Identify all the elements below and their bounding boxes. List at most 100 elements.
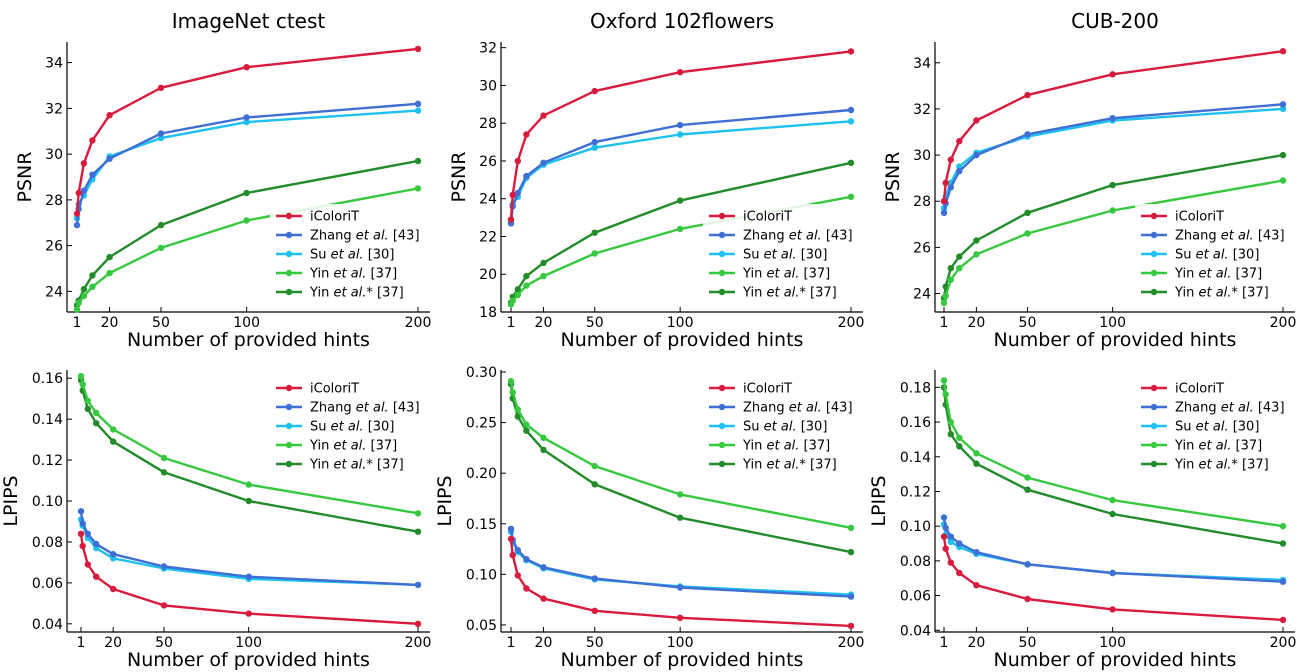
data-point-Zhang bbox=[1109, 115, 1116, 122]
x-tick-label: 200 bbox=[838, 315, 865, 331]
data-point-Yin bbox=[523, 282, 530, 289]
data-point-Yin bbox=[676, 225, 684, 233]
data-point-Yin bbox=[523, 421, 530, 428]
data-point-Yin bbox=[847, 524, 855, 531]
x-axis-label: Number of provided hints bbox=[127, 649, 370, 671]
legend-marker-YinStar bbox=[718, 288, 726, 296]
data-point-Zhang bbox=[591, 575, 598, 582]
data-point-iColoriT bbox=[523, 585, 530, 592]
data-point-iColoriT bbox=[1109, 71, 1116, 78]
legend-marker-iColoriT bbox=[1150, 384, 1158, 392]
data-point-YinStar bbox=[414, 157, 422, 165]
data-point-Yin bbox=[1279, 523, 1287, 530]
data-point-iColoriT bbox=[93, 573, 100, 580]
y-tick-label: 0.25 bbox=[466, 416, 497, 432]
data-point-Su bbox=[591, 144, 598, 151]
data-point-YinStar bbox=[676, 514, 684, 521]
legend-marker-Zhang bbox=[718, 403, 726, 411]
data-point-iColoriT bbox=[80, 160, 88, 167]
y-tick-label: 0.08 bbox=[900, 554, 931, 570]
data-point-Yin bbox=[540, 434, 547, 441]
x-tick-label: 100 bbox=[1099, 635, 1126, 651]
legend-marker-Su bbox=[285, 250, 293, 258]
data-point-YinStar bbox=[847, 159, 855, 166]
lpips-imagenet-panel: Number of provided hints LPIPS 0.04 0.06 0… bbox=[0, 370, 431, 671]
data-point-iColoriT bbox=[940, 198, 948, 205]
data-point-Zhang bbox=[942, 524, 949, 532]
data-point-Yin bbox=[106, 269, 113, 277]
data-point-YinStar bbox=[514, 413, 521, 420]
data-point-iColoriT bbox=[84, 561, 92, 568]
legend-marker-YinStar bbox=[1150, 460, 1158, 468]
data-point-Zhang bbox=[847, 593, 855, 600]
x-tick-label: 50 bbox=[1019, 315, 1037, 331]
y-tick-label: 28 bbox=[479, 116, 497, 132]
data-point-YinStar bbox=[676, 197, 684, 204]
y-tick-label: 0.15 bbox=[466, 517, 497, 533]
data-point-Zhang bbox=[523, 556, 530, 563]
series-line-Su bbox=[75, 109, 419, 219]
y-tick-label: 0.20 bbox=[466, 466, 497, 482]
y-tick-label: 0.04 bbox=[900, 623, 931, 639]
legend-label-iColoriT: iColoriT bbox=[310, 382, 359, 397]
x-tick-label: 200 bbox=[1270, 315, 1297, 331]
x-tick-label: 50 bbox=[152, 315, 170, 331]
data-point-Yin bbox=[1024, 474, 1031, 481]
data-point-Zhang bbox=[89, 171, 96, 178]
data-point-Zhang bbox=[80, 187, 88, 194]
data-point-Zhang bbox=[540, 564, 547, 571]
data-point-Zhang bbox=[956, 168, 963, 175]
data-point-YinStar bbox=[1024, 209, 1031, 216]
data-point-YinStar bbox=[110, 438, 117, 445]
legend-marker-Su bbox=[1150, 422, 1158, 430]
legend-marker-Yin bbox=[1150, 269, 1158, 277]
data-point-Yin bbox=[1024, 230, 1031, 237]
data-point-Su bbox=[947, 538, 954, 545]
data-point-iColoriT bbox=[245, 610, 252, 617]
legend: iColoriT Zhang et al. [43] Su et al. [30] Y… bbox=[703, 376, 855, 476]
data-point-iColoriT bbox=[947, 559, 954, 566]
data-point-Zhang bbox=[947, 184, 954, 191]
data-point-Yin bbox=[956, 434, 963, 441]
x-tick-label: 100 bbox=[667, 635, 694, 651]
y-tick-label: 24 bbox=[45, 284, 63, 300]
legend-label-Zhang: Zhang et al. [43] bbox=[743, 229, 853, 244]
panel-title: ImageNet ctest bbox=[172, 9, 326, 33]
data-point-YinStar bbox=[947, 265, 954, 272]
y-tick-label: 26 bbox=[913, 240, 931, 256]
legend: iColoriT Zhang et al. [43] Su et al. [30] Y… bbox=[270, 376, 422, 476]
x-tick-label: 1 bbox=[507, 635, 516, 651]
data-point-Yin bbox=[973, 251, 980, 258]
y-tick-label: 30 bbox=[913, 148, 931, 164]
data-point-Yin bbox=[414, 510, 422, 517]
x-axis-label: Number of provided hints bbox=[994, 649, 1237, 671]
y-tick-label: 0.12 bbox=[900, 484, 931, 500]
data-point-Yin bbox=[73, 306, 81, 313]
data-point-iColoriT bbox=[847, 48, 855, 55]
legend: iColoriT Zhang et al. [43] Su et al. [30] Y… bbox=[270, 204, 422, 304]
data-point-Zhang bbox=[84, 530, 92, 537]
series-line-iColoriT bbox=[75, 47, 419, 214]
data-point-Yin bbox=[77, 372, 85, 380]
series-line-Su bbox=[942, 107, 1284, 209]
data-point-YinStar bbox=[1024, 486, 1031, 493]
data-point-Yin bbox=[940, 377, 948, 384]
x-tick-label: 200 bbox=[405, 315, 432, 331]
x-axis-label: Number of provided hints bbox=[561, 329, 804, 351]
x-tick-label: 50 bbox=[155, 635, 173, 651]
y-tick-label: 0.14 bbox=[32, 412, 63, 428]
data-point-iColoriT bbox=[414, 620, 422, 627]
data-point-Yin bbox=[509, 297, 516, 304]
data-point-YinStar bbox=[1279, 540, 1287, 547]
y-tick-label: 32 bbox=[479, 41, 497, 57]
y-tick-label: 0.14 bbox=[900, 450, 931, 466]
legend-marker-Zhang bbox=[718, 231, 726, 239]
data-point-Zhang bbox=[414, 100, 422, 108]
data-point-Yin bbox=[591, 250, 598, 257]
panel-title: CUB-200 bbox=[1071, 9, 1159, 33]
legend-label-Zhang: Zhang et al. [43] bbox=[1175, 229, 1285, 244]
x-tick-label: 100 bbox=[235, 635, 262, 651]
legend-label-YinStar: Yin et al.* [37] bbox=[1174, 458, 1269, 473]
data-point-YinStar bbox=[157, 221, 165, 229]
